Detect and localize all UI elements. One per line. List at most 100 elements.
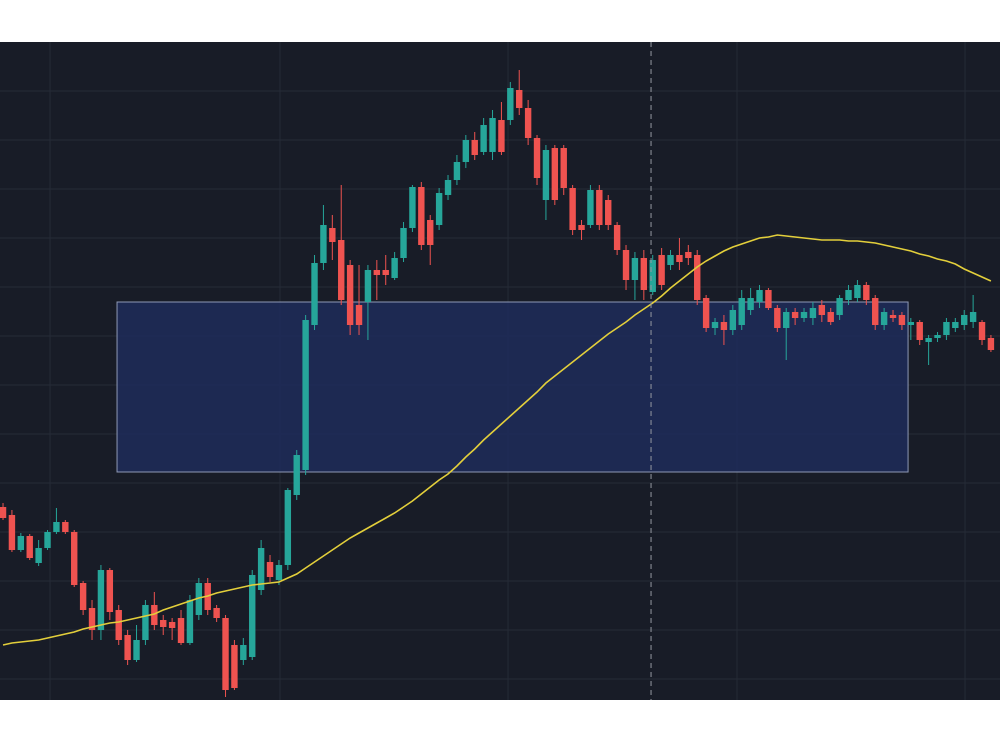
chart-window: [0, 42, 1000, 700]
candle-body: [667, 255, 674, 265]
candle-body: [783, 312, 790, 328]
price-zone: [116, 301, 909, 473]
candle-body: [658, 255, 665, 285]
candle-body: [845, 290, 852, 300]
candle-body: [809, 308, 817, 318]
candle-body: [898, 315, 906, 325]
candle-body: [676, 255, 683, 262]
candle-body: [863, 285, 870, 300]
candle-body: [551, 148, 559, 200]
candle-body: [142, 605, 149, 640]
candle-body: [97, 570, 105, 630]
candle-body: [222, 618, 229, 690]
candle-body: [346, 265, 354, 325]
candle-body: [729, 310, 737, 330]
candle-body: [827, 312, 834, 322]
candle-body: [907, 322, 915, 325]
candle-body: [168, 622, 176, 628]
candle-body: [516, 90, 523, 108]
candle-body: [747, 298, 754, 310]
candle-body: [355, 305, 363, 325]
candle-body: [177, 618, 185, 643]
candle-body: [480, 125, 487, 152]
candle-body: [925, 338, 932, 342]
candle-body: [622, 250, 630, 280]
plot-area: [0, 42, 1000, 700]
candle-body: [471, 140, 478, 155]
candle-body: [774, 308, 781, 328]
candle-body: [26, 536, 33, 558]
candle-body: [756, 290, 763, 302]
candle-body: [880, 312, 888, 325]
candle-body: [17, 536, 25, 550]
candle-body: [151, 605, 158, 625]
candle-body: [71, 532, 78, 585]
candle-body: [738, 298, 745, 325]
candle-body: [284, 490, 292, 565]
candle-body: [872, 298, 879, 325]
candle-body: [409, 187, 416, 228]
candle-body: [507, 88, 514, 120]
candle-body: [311, 263, 318, 325]
candle-body: [364, 270, 372, 302]
candle-body: [391, 258, 398, 278]
candle-body: [694, 255, 701, 300]
candle-body: [266, 562, 274, 577]
candle-body: [943, 322, 950, 335]
candle-body: [0, 507, 7, 518]
candle-body: [44, 532, 51, 548]
candle-body: [106, 570, 114, 612]
candle-body: [836, 298, 843, 315]
candle-body: [133, 640, 140, 660]
candle-body: [88, 608, 96, 630]
candle-body: [275, 565, 283, 580]
chart: [0, 42, 1000, 700]
candle-body: [8, 515, 16, 550]
candle-body: [444, 180, 452, 195]
candle-body: [578, 225, 585, 230]
candle-body: [195, 583, 203, 615]
candle-body: [524, 108, 532, 138]
candle-body: [800, 312, 808, 318]
candle-body: [587, 190, 594, 225]
candle-body: [952, 322, 959, 328]
candle-body: [498, 120, 505, 152]
candle-body: [765, 290, 772, 308]
candle-body: [53, 522, 60, 532]
candle-body: [293, 455, 300, 495]
candle-body: [613, 225, 621, 250]
candle-body: [720, 322, 728, 330]
candle-body: [987, 338, 995, 350]
candle-body: [186, 600, 194, 643]
candle-body: [338, 240, 345, 300]
candle-body: [961, 315, 968, 325]
candle-body: [35, 548, 42, 563]
candle-body: [249, 575, 256, 657]
candle-body: [373, 270, 381, 275]
candle-body: [631, 258, 639, 280]
candle-body: [400, 228, 407, 258]
candle-body: [560, 148, 567, 188]
candle-body: [569, 188, 576, 230]
candle-body: [329, 228, 336, 242]
candle-body: [685, 252, 692, 258]
candle-body: [79, 583, 87, 610]
candle-body: [818, 305, 826, 315]
candle-body: [124, 635, 131, 660]
candle-body: [257, 548, 265, 590]
candle-body: [115, 610, 122, 640]
candle-body: [453, 162, 461, 180]
candle-body: [978, 322, 986, 340]
candle-body: [533, 138, 541, 178]
candle-body: [649, 260, 656, 292]
candle-body: [418, 187, 425, 245]
candle-body: [231, 645, 238, 688]
candle-body: [916, 322, 923, 340]
candle-body: [302, 320, 309, 470]
candle-body: [605, 200, 612, 225]
candle-body: [240, 645, 247, 660]
candle-body: [435, 193, 443, 225]
candle-body: [934, 335, 941, 338]
candle-body: [702, 298, 710, 328]
